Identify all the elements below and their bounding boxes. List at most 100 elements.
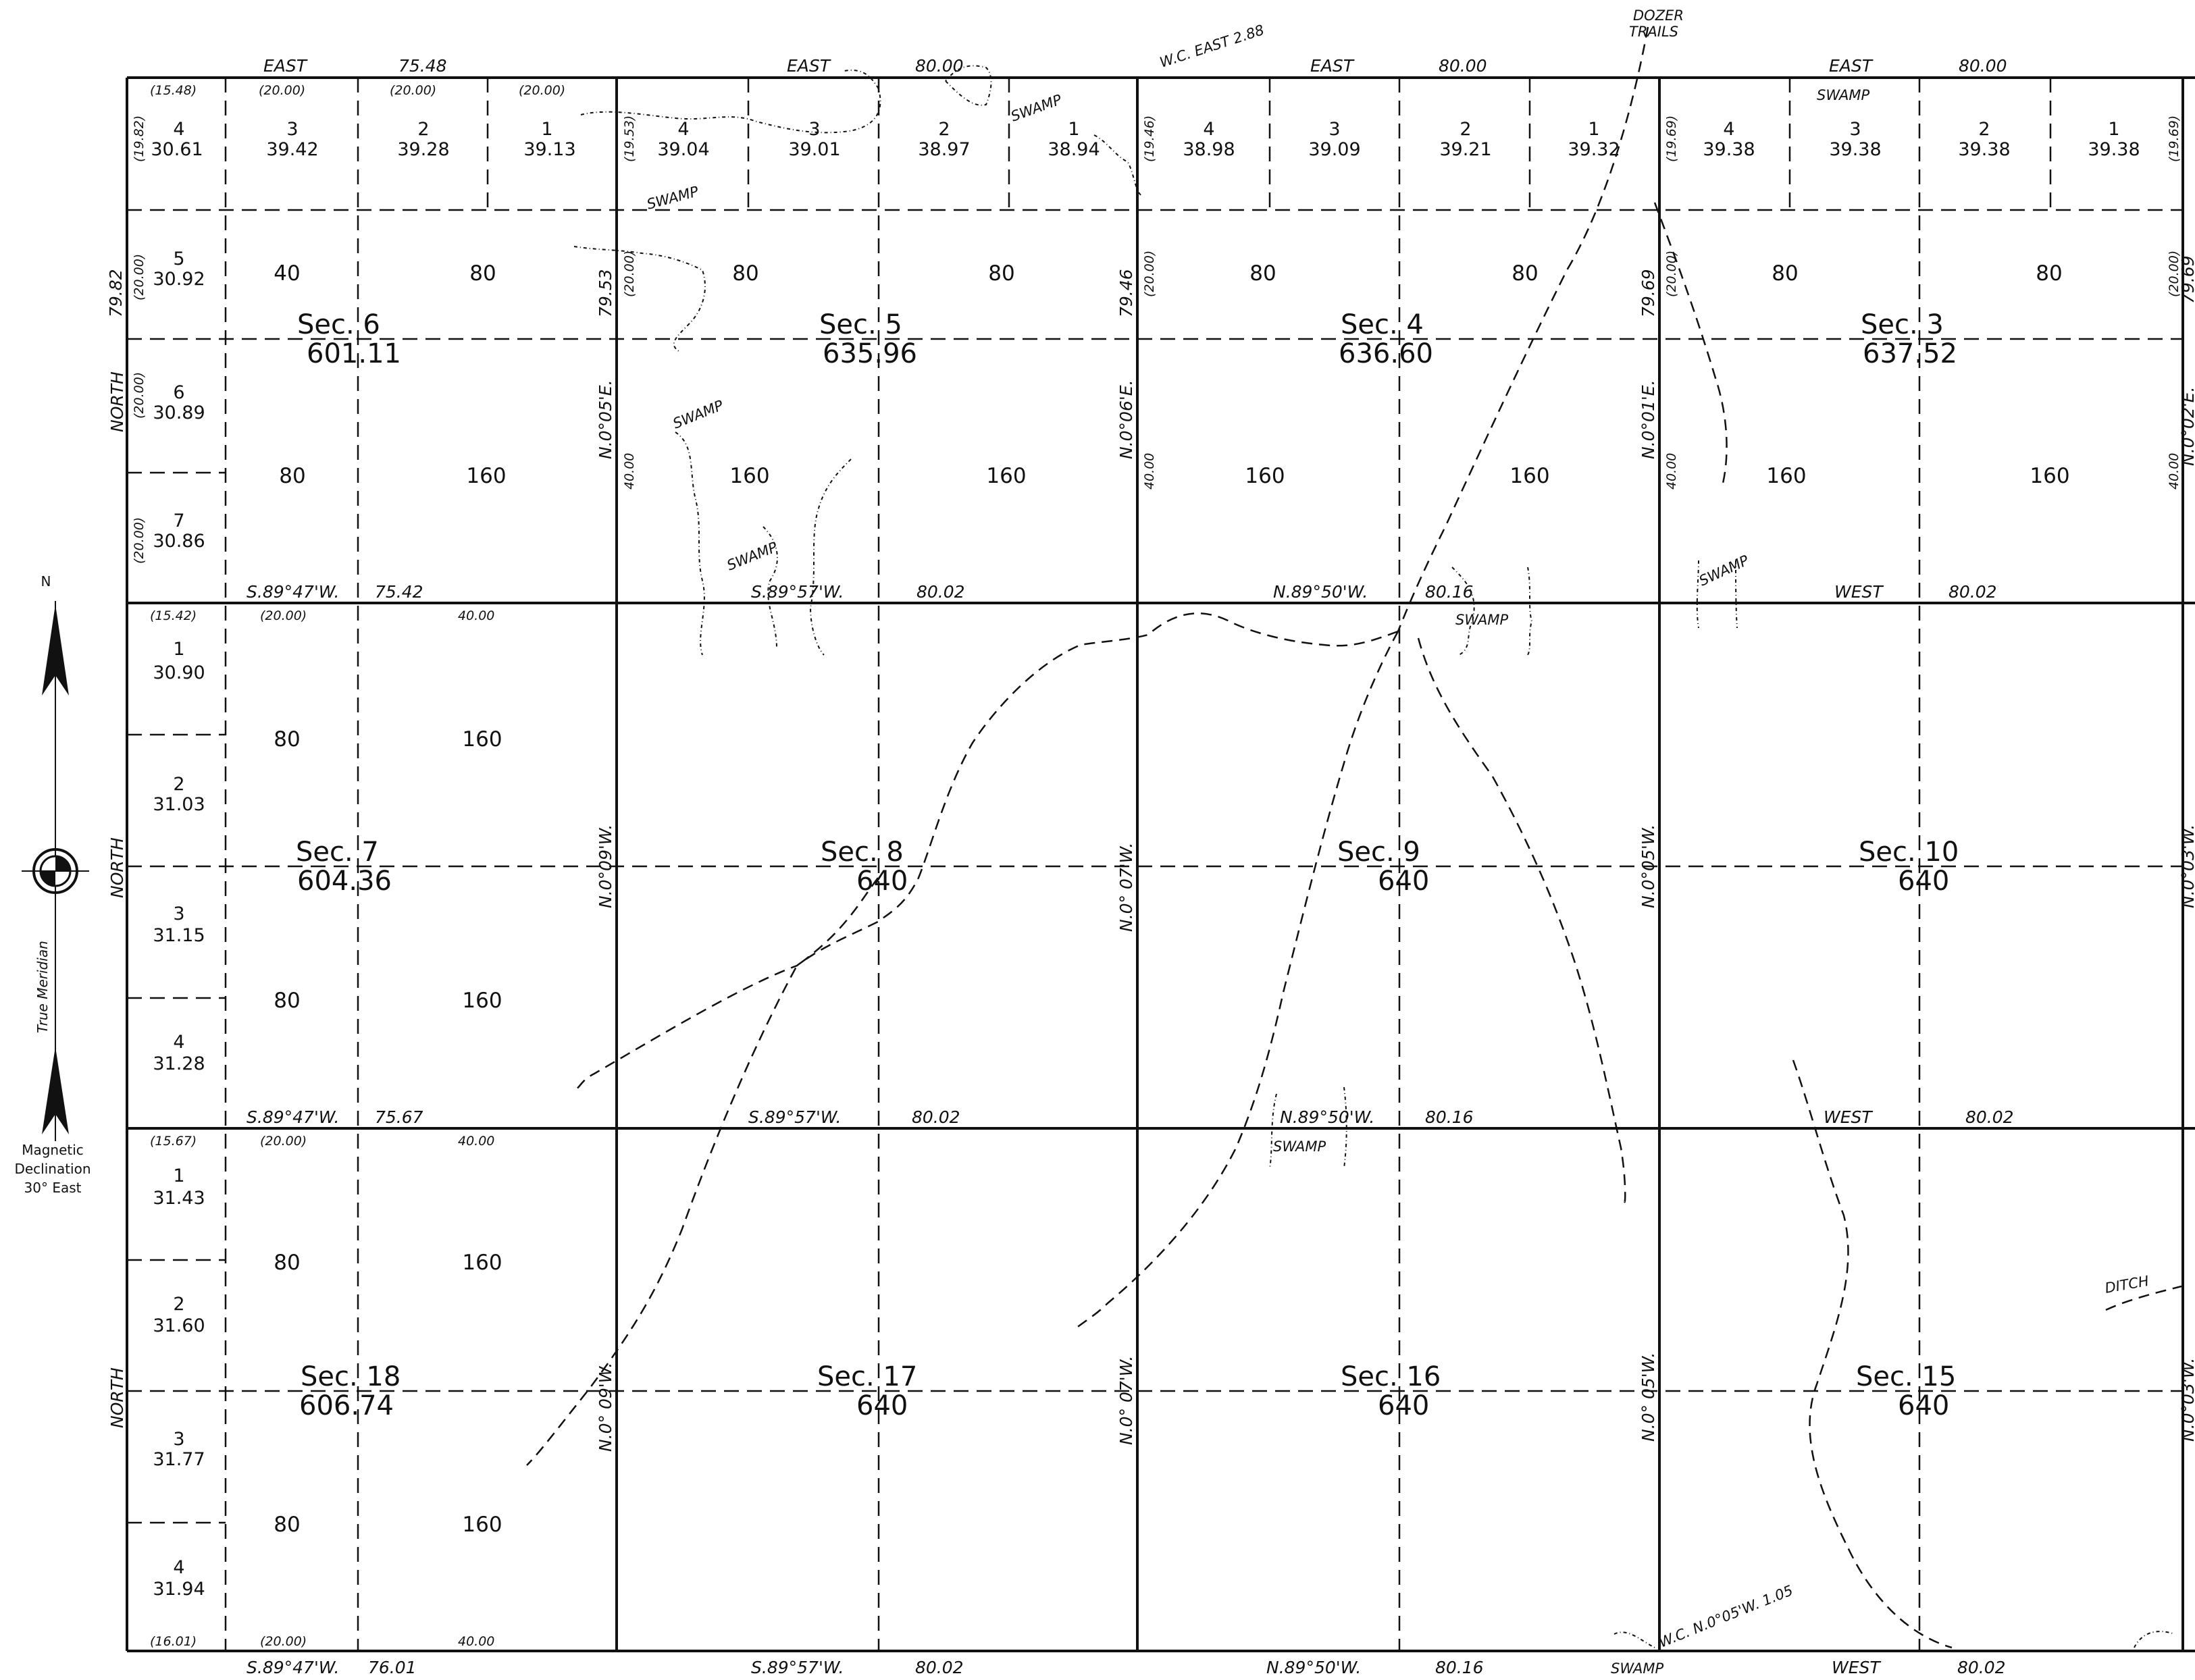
lot-acreage: 31.77 xyxy=(153,1449,205,1470)
sec18-area: 606.74 xyxy=(299,1390,394,1421)
distance-label: 76.01 xyxy=(368,1658,417,1677)
sec17-label: Sec. 17 xyxy=(817,1361,917,1392)
lot-number: 5 xyxy=(173,248,184,269)
acreage-80: 80 xyxy=(279,464,305,488)
lot-number: 2 xyxy=(938,119,950,140)
sec9-area: 640 xyxy=(1378,866,1429,897)
lot-acreage: 30.86 xyxy=(153,531,205,552)
dozer-trails xyxy=(526,26,2182,1649)
sec5-label: Sec. 5 xyxy=(819,309,902,340)
paren-label: (15.67) xyxy=(150,1134,197,1149)
lot-acreage: 39.38 xyxy=(1703,139,1755,160)
magnetic-label: Magnetic xyxy=(22,1142,84,1158)
bearing-label: WEST xyxy=(1834,582,1884,602)
paren-label: (19.69) xyxy=(1664,115,1679,162)
lot-number: 3 xyxy=(1849,119,1861,140)
lot-number: 1 xyxy=(541,119,552,140)
lot-number: 3 xyxy=(173,1429,184,1450)
acreage-80: 80 xyxy=(1772,261,1798,286)
distance-label: 80.16 xyxy=(1425,1107,1474,1127)
sec4-label: Sec. 4 xyxy=(1341,309,1424,340)
acreage-80: 80 xyxy=(274,989,300,1013)
distance-label: 40.00 xyxy=(622,453,637,490)
distance-label: 40.00 xyxy=(1142,453,1157,490)
sec16-area: 640 xyxy=(1378,1390,1429,1421)
swamp-label: SWAMP xyxy=(1273,1138,1326,1155)
distance-label: 80.02 xyxy=(912,1107,960,1127)
lot-number: 6 xyxy=(173,382,184,403)
bearing-label: WEST xyxy=(1824,1107,1873,1127)
sec18-label: Sec. 18 xyxy=(301,1361,401,1392)
swamp-label: SWAMP xyxy=(1817,87,1870,103)
distance-label: 80.02 xyxy=(916,582,965,602)
distance-label: 80.02 xyxy=(1948,582,1997,602)
lot-acreage: 39.28 xyxy=(397,139,449,160)
distance-label: 79.69 xyxy=(1638,269,1658,317)
sec3-area: 637.52 xyxy=(1863,338,1957,369)
acreage-160: 160 xyxy=(1245,464,1285,488)
acreage-80: 80 xyxy=(2036,261,2062,286)
distance-label: 80.02 xyxy=(1957,1658,2006,1677)
lot-acreage: 39.09 xyxy=(1308,139,1360,160)
bearing-label: S.89°47'W. xyxy=(247,1658,339,1677)
sec7-label: Sec. 7 xyxy=(296,837,379,868)
swamp-label: SWAMP xyxy=(1009,91,1064,124)
acreage-160: 160 xyxy=(462,727,502,752)
bearing-label: N.0°09'W. xyxy=(596,824,615,908)
lot-number: 1 xyxy=(2108,119,2119,140)
lot-acreage: 38.98 xyxy=(1183,139,1235,160)
line-annotations: EAST 75.48 EAST 80.00 EAST 80.00 EAST 80… xyxy=(150,56,2014,1677)
distance-label: 80.16 xyxy=(1425,582,1474,602)
paren-label: (20.00) xyxy=(2167,251,2181,297)
lot-number: 4 xyxy=(1723,119,1734,140)
lot-number: 4 xyxy=(173,1032,184,1053)
lot-number: 7 xyxy=(173,510,184,531)
sec9-label: Sec. 9 xyxy=(1337,837,1420,868)
bearing-label: NORTH xyxy=(107,1367,127,1428)
paren-label: (20.00) xyxy=(259,83,305,98)
bearing-label: EAST xyxy=(1310,56,1355,76)
lot-number: 1 xyxy=(173,1165,184,1186)
bearing-label: S.89°47'W. xyxy=(247,1107,339,1127)
sec15-label: Sec. 15 xyxy=(1856,1361,1956,1392)
lot-acreage: 31.15 xyxy=(153,925,205,946)
lot-number: 4 xyxy=(173,1557,184,1578)
lot-number: 3 xyxy=(286,119,298,140)
bearing-label: N.0° 07'W. xyxy=(1116,843,1136,932)
paren-label: (19.46) xyxy=(1142,115,1157,162)
distance-label: 80.00 xyxy=(915,56,964,76)
acreage-160: 160 xyxy=(2030,464,2069,488)
bearing-label: N.0°05'W. xyxy=(1638,824,1658,908)
lot-acreage: 38.94 xyxy=(1048,139,1100,160)
bearing-label: EAST xyxy=(1829,56,1874,76)
paren-label: (20.00) xyxy=(519,83,565,98)
acreage-160: 160 xyxy=(462,1513,502,1537)
lot-number: 3 xyxy=(173,903,184,924)
paren-label: (20.00) xyxy=(1142,251,1157,297)
bearing-label: N.89°50'W. xyxy=(1273,582,1368,602)
dozer-trails-label: DOZER xyxy=(1633,7,1684,24)
lot-acreage: 38.97 xyxy=(918,139,970,160)
acreage-160: 160 xyxy=(1766,464,1806,488)
bearing-label: N.0°03'W. xyxy=(2178,1358,2195,1442)
paren-label: (19.69) xyxy=(2167,115,2181,162)
north-arrow-icon xyxy=(42,604,69,695)
lot-acreage: 31.94 xyxy=(153,1579,205,1600)
lot-acreage: 30.61 xyxy=(151,139,203,160)
acreage-80: 80 xyxy=(988,261,1014,286)
distance-label: 80.00 xyxy=(1439,56,1487,76)
sec6-area: 601.11 xyxy=(307,338,401,369)
lot-number: 1 xyxy=(1588,119,1599,140)
bearing-label: N.0° 07'W. xyxy=(1116,1356,1136,1445)
lot-number: 2 xyxy=(1460,119,1471,140)
paren-label: (20.00) xyxy=(390,83,436,98)
sec16-label: Sec. 16 xyxy=(1341,1361,1441,1392)
bearing-label: EAST xyxy=(787,56,831,76)
vertical-annotations: 79.82 NORTH (19.82) (20.00) (20.00) (20.… xyxy=(106,115,2195,1452)
lot-acreage: 30.89 xyxy=(153,402,205,423)
bearing-label: N.0° 09'W. xyxy=(596,1363,615,1452)
acreage-160: 160 xyxy=(462,989,502,1013)
top-lots: 4 30.61 3 39.42 2 39.28 1 39.13 4 39.04 … xyxy=(151,119,2140,160)
acreage-160: 160 xyxy=(466,464,506,488)
